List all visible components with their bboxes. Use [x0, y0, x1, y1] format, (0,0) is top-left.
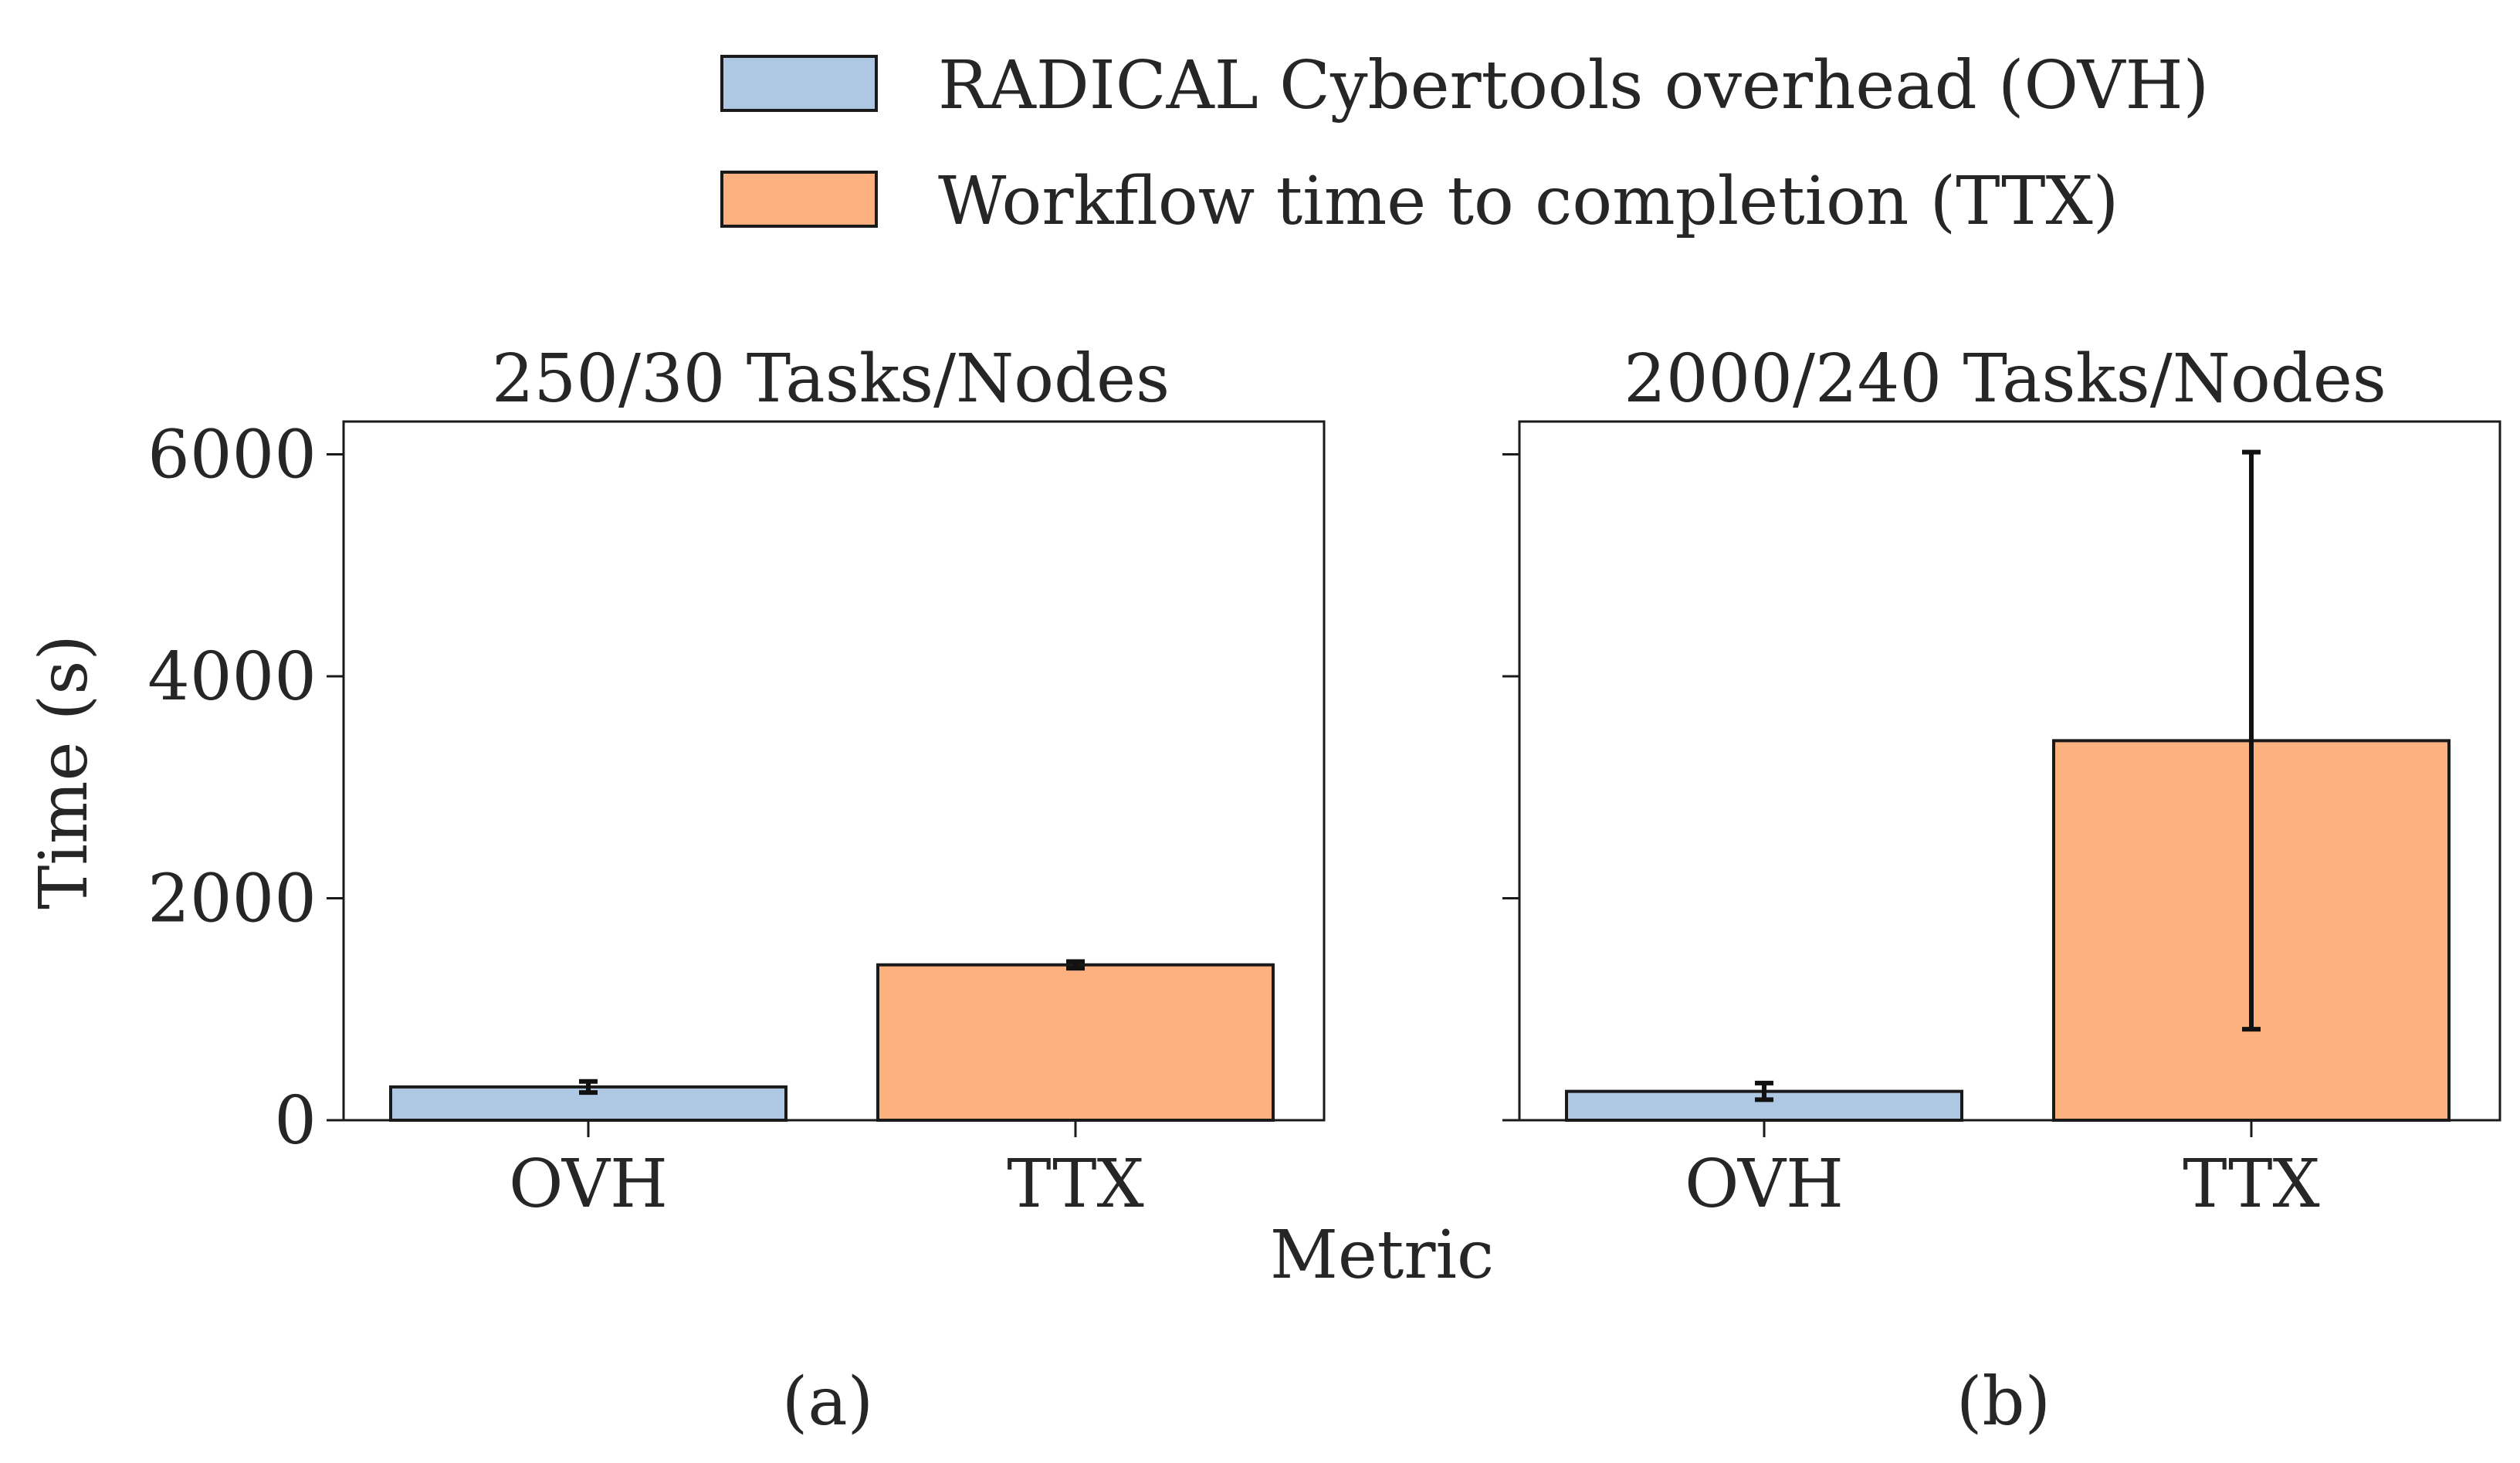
x-axis-label: Metric: [1270, 1217, 1494, 1294]
panel-b-frame: [1518, 420, 2501, 1122]
panel-label-a: (a): [782, 1363, 873, 1441]
legend-swatch-ttx: [720, 171, 878, 228]
panel-a-ytick-label: 4000: [147, 638, 317, 716]
panel-a-ytick-label: 0: [274, 1082, 317, 1160]
y-axis-label: Time (s): [25, 635, 103, 909]
legend-swatch-ovh: [720, 55, 878, 112]
legend-label-ttx: Workflow time to completion (TTX): [938, 163, 2119, 240]
panel-a-xtick-label-ttx: TTX: [1007, 1146, 1144, 1223]
panel-a-frame: [342, 420, 1326, 1122]
panel-a: 250/30 Tasks/Nodes 0 2000 4000 6000 OVH TTX: [147, 340, 1326, 1223]
panel-label-b: (b): [1956, 1363, 2051, 1441]
panel-a-xtick-label-ovh: OVH: [509, 1146, 668, 1223]
panel-b-xtick-label-ttx: TTX: [2183, 1146, 2320, 1223]
panel-a-ytick-label: 6000: [147, 417, 317, 494]
panel-a-ytick-label: 2000: [147, 861, 317, 938]
panel-a-title: 250/30 Tasks/Nodes: [492, 340, 1170, 418]
panel-b-title: 2000/240 Tasks/Nodes: [1624, 340, 2386, 418]
panel-a-bar-ttx: [876, 963, 1275, 1122]
panel-b-xtick-label-ovh: OVH: [1685, 1146, 1844, 1223]
legend-label-ovh: RADICAL Cybertools overhead (OVH): [938, 47, 2209, 124]
legend: RADICAL Cybertools overhead (OVH) Workfl…: [720, 47, 2209, 240]
panel-b: 2000/240 Tasks/Nodes OVH TTX: [1502, 340, 2501, 1223]
